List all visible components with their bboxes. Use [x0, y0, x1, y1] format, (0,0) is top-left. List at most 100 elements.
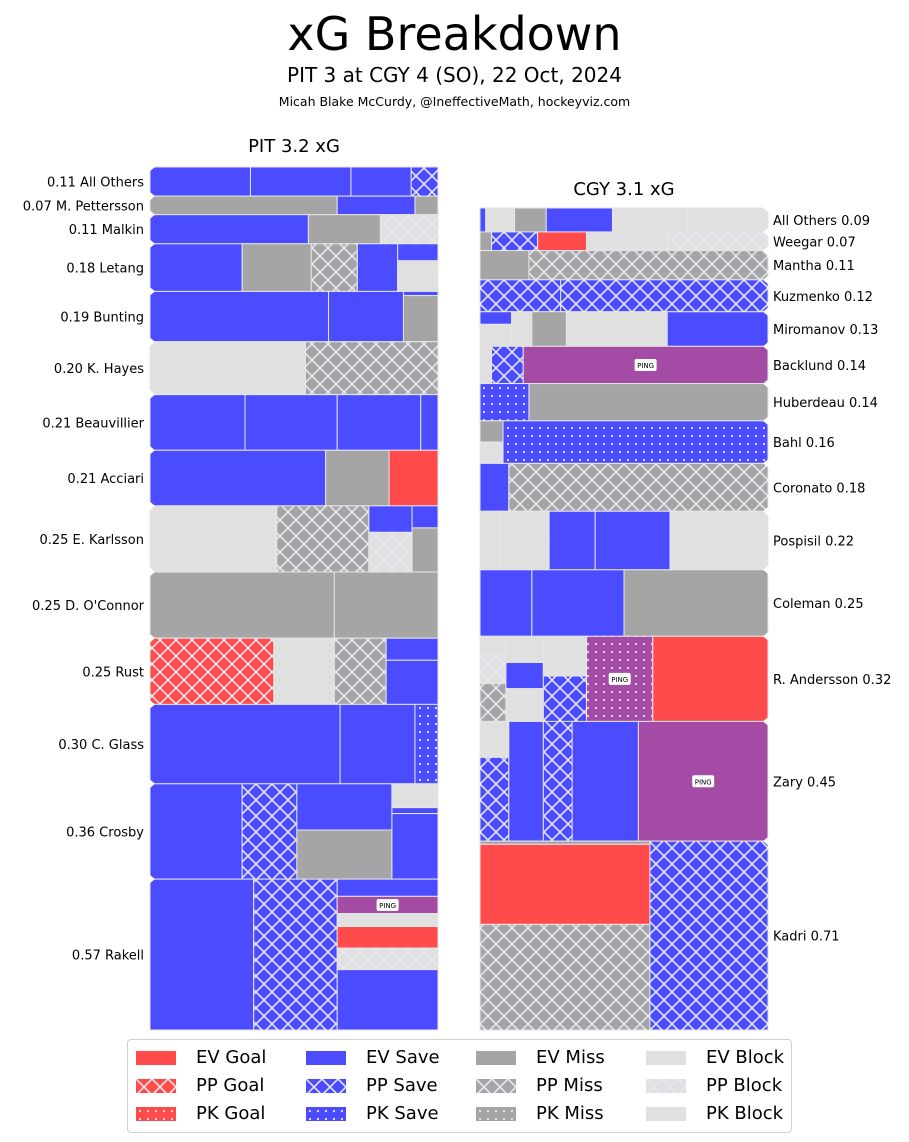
shot-cell-ev-miss	[296, 829, 393, 880]
player-label: 0.11 Malkin	[69, 223, 144, 238]
player-row: 0.25 E. Karlsson	[39, 500, 439, 573]
shot-cell-ev-block	[479, 720, 510, 758]
row-notch	[149, 778, 155, 789]
shot-cell-ev-save	[397, 243, 439, 262]
player-row: 0.19 Bunting	[60, 286, 439, 343]
shot-cell-pp-save	[491, 231, 539, 252]
shot-cell-pp-block	[666, 231, 769, 252]
player-label: 0.18 Letang	[66, 262, 144, 277]
row-notch	[763, 836, 769, 847]
ping-badge	[376, 898, 399, 911]
shot-cell-ev-block	[505, 635, 544, 663]
shot-cell-ev-save	[411, 505, 439, 529]
player-label: 0.57 Rakell	[72, 949, 144, 964]
shot-cell-pp-save	[491, 345, 524, 385]
ping-badge	[692, 775, 715, 788]
shot-cell-pk-save	[414, 703, 439, 785]
row-notch	[149, 162, 155, 172]
row-notch	[149, 209, 155, 220]
player-label: Coleman 0.25	[773, 597, 864, 612]
shot-cell-ev-block	[511, 311, 533, 347]
legend-label: PK Block	[706, 1103, 784, 1124]
player-row: Kadri 0.71	[479, 836, 840, 1031]
shot-cell-ev-miss	[325, 449, 390, 507]
legend-item-pk-save: PK Save	[306, 1101, 439, 1127]
shot-cell-pp-save	[649, 840, 769, 1031]
player-row: Huberdeau 0.14	[479, 378, 878, 422]
legend-swatch	[136, 1107, 176, 1121]
legend-label: PK Save	[366, 1103, 439, 1124]
shot-cell-ev-save	[505, 661, 544, 690]
row-notch	[763, 226, 769, 237]
legend-swatch	[646, 1051, 686, 1065]
game-subtitle: PIT 3 at CGY 4 (SO), 22 Oct, 2024	[287, 63, 622, 87]
legend-swatch	[306, 1079, 346, 1093]
row-notch	[149, 699, 155, 710]
shot-cell-pp-save	[410, 166, 439, 197]
player-row: 0.25 Rust	[82, 633, 439, 705]
shot-cell-ev-block	[542, 635, 588, 677]
shot-cell-ev-save	[149, 783, 243, 880]
shot-cell-pp-save	[542, 720, 573, 842]
player-row: 0.30 C. Glass	[58, 699, 439, 785]
shot-cell-ev-save	[356, 243, 399, 292]
player-label: Zary 0.45	[773, 775, 836, 790]
player-row: PING R. Andersson 0.32	[479, 631, 891, 722]
legend-item-ev-save: EV Save	[306, 1045, 440, 1071]
player-row: PING 0.57 Rakell	[72, 874, 439, 1031]
row-notch	[763, 564, 769, 575]
shot-cell-pp-miss	[305, 341, 439, 396]
shot-cell-pp-miss	[310, 243, 358, 292]
legend-swatch	[476, 1079, 516, 1093]
row-notch	[149, 238, 155, 249]
shot-cell-ev-save	[594, 510, 671, 571]
legend-swatch	[646, 1079, 686, 1093]
row-notch	[149, 500, 155, 511]
player-row: 0.25 D. O'Connor	[32, 567, 439, 639]
legend-item-pp-block: PP Block	[646, 1073, 782, 1099]
shot-cell-ev-block	[505, 688, 544, 722]
shot-cell-ev-save	[548, 510, 596, 571]
shot-cell-ev-block	[273, 637, 335, 705]
shot-cell-ev-miss	[149, 571, 335, 639]
player-row: Pospisil 0.22	[479, 506, 854, 571]
shot-cell-pp-save	[253, 878, 338, 1031]
row-notch	[763, 415, 769, 426]
ping-badge	[634, 358, 657, 371]
shot-cell-ev-save	[149, 166, 251, 197]
player-row: Kuzmenko 0.12	[479, 274, 873, 313]
legend-item-pp-miss: PP Miss	[476, 1073, 603, 1099]
shot-cell-ev-block	[485, 207, 516, 233]
shot-cell-ev-miss	[241, 243, 312, 292]
shot-cell-ev-save	[244, 394, 338, 451]
player-row: 0.18 Letang	[66, 238, 439, 292]
player-label: Coronato 0.18	[773, 481, 865, 496]
legend-label: PK Goal	[196, 1103, 266, 1124]
player-row: PING Backlund 0.14	[479, 341, 866, 385]
row-notch	[149, 336, 155, 347]
player-label: Huberdeau 0.14	[773, 396, 878, 411]
shot-cell-ev-block	[149, 505, 278, 573]
player-label: Mantha 0.11	[773, 259, 855, 274]
player-row: All Others 0.09	[479, 203, 870, 233]
legend-label: PP Miss	[536, 1075, 603, 1096]
shot-cell-ev-save	[336, 878, 439, 897]
shot-cell-ev-block	[479, 323, 513, 347]
ping-label: PING	[379, 902, 396, 910]
shot-cell-pp-save	[479, 279, 562, 313]
shot-cell-ev-save	[350, 166, 412, 197]
legend-item-ev-block: EV Block	[646, 1045, 784, 1071]
shot-cell-pp-goal	[149, 637, 275, 705]
shot-cell-ev-save	[571, 720, 639, 842]
player-label: 0.20 K. Hayes	[54, 362, 144, 377]
player-row: 0.11 All Others	[47, 162, 439, 197]
team-title-cgy: CGY 3.1 xG	[573, 179, 675, 200]
player-row: 0.11 Malkin	[69, 209, 439, 245]
player-row: 0.21 Acciari	[67, 445, 439, 507]
player-row: Coleman 0.25	[479, 564, 864, 637]
shot-cell-ev-miss	[307, 214, 381, 245]
legend-label: PP Block	[706, 1075, 783, 1096]
shot-cell-ev-save	[385, 637, 439, 661]
row-notch	[763, 274, 769, 285]
shot-cell-ev-block	[499, 510, 550, 540]
